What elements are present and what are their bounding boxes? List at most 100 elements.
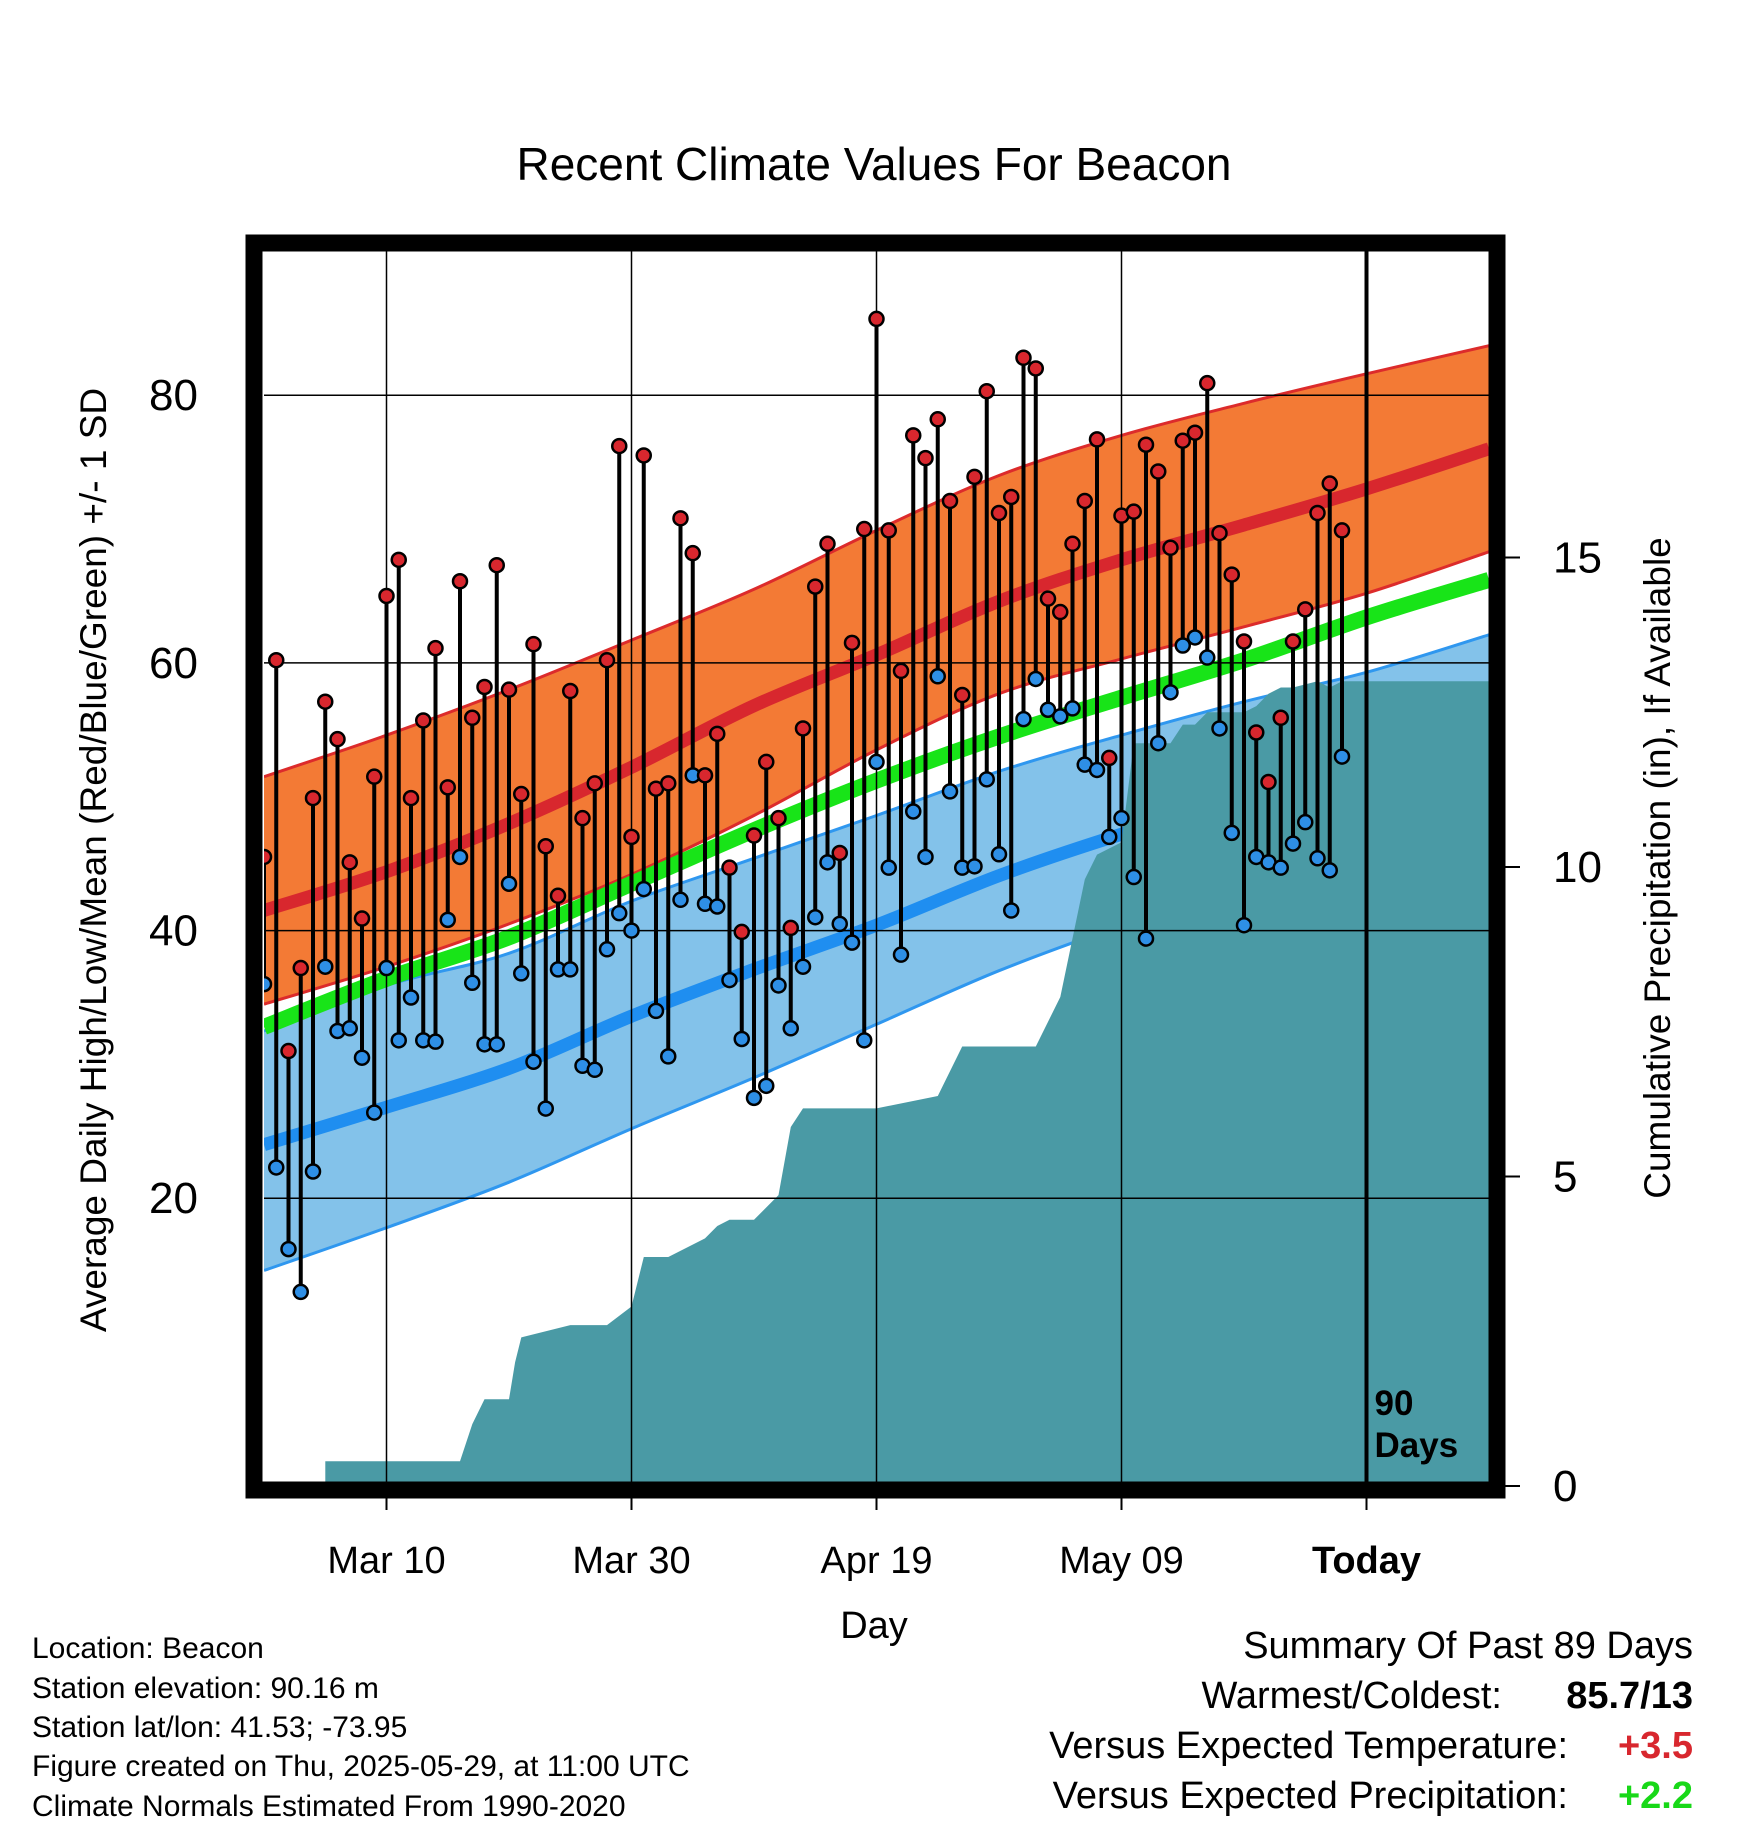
y2-tick-label: 5 [1553,1153,1577,1202]
daily-low-point [782,1020,799,1037]
daily-high-point [1174,432,1191,449]
daily-low-point [868,753,885,771]
daily-high-point [1015,349,1032,366]
warmest-coldest-value: 85.7/13 [1566,1675,1693,1717]
daily-high-point [280,1042,297,1060]
daily-high-point [1162,539,1179,557]
daily-low-point [292,1283,309,1301]
daily-high-point [525,635,542,653]
daily-low-point [1309,850,1326,867]
daily-low-point [353,1049,371,1066]
daily-low-point [402,989,420,1006]
daily-high-point [562,682,579,700]
daily-high-point [586,775,603,792]
daily-high-point [304,789,322,807]
daily-low-point [1272,859,1289,876]
location-text: Location: Beacon [32,1632,264,1665]
daily-low-point [1174,637,1191,654]
daily-high-point [990,504,1008,522]
chart-title: Recent Climate Values For Beacon [516,138,1231,190]
daily-high-point [402,789,420,807]
daily-low-point [366,1104,383,1121]
daily-low-point [1088,761,1106,779]
daily-high-point [415,712,432,729]
daily-low-point [1150,734,1167,752]
daily-high-point [341,854,358,871]
daily-low-point [990,846,1008,863]
daily-high-point [623,828,640,846]
daily-high-point [1027,360,1044,377]
normals-text: Climate Normals Estimated From 1990-2020 [32,1790,626,1823]
daily-low-point [439,911,456,929]
daily-low-point [280,1240,297,1258]
daily-high-point [1003,488,1020,506]
daily-low-point [451,848,469,866]
daily-low-point [892,946,910,963]
daily-high-point [1052,603,1069,621]
daily-high-point [905,427,922,444]
daily-high-point [513,785,530,803]
daily-low-point [264,975,273,993]
precip-anomaly-value: +2.2 [1617,1775,1693,1817]
warmest-coldest-label: Warmest/Coldest: [1201,1675,1502,1717]
daily-high-point [819,535,836,553]
daily-low-point [623,922,640,939]
daily-high-point [1333,522,1351,539]
y-tick-label: 40 [149,907,198,956]
daily-low-point [831,915,848,933]
daily-high-point [1125,503,1142,520]
daily-low-point [304,1163,322,1180]
plot-inner [264,248,1489,1486]
daily-low-point [1333,748,1351,765]
y2-tick-label: 15 [1553,534,1602,583]
daily-low-point [1199,649,1216,666]
daily-low-point [978,771,995,788]
daily-high-point [880,522,897,539]
y-tick-label: 20 [149,1174,198,1223]
daily-high-point [807,578,824,595]
daily-low-point [1039,701,1057,718]
daily-low-point [1101,828,1118,846]
daily-high-point [390,551,407,569]
daily-high-point [966,468,983,486]
daily-low-point [770,977,787,994]
daily-high-point [1064,535,1081,553]
daily-low-point [1027,670,1044,688]
precip-anomaly-label: Versus Expected Precipitation: [1052,1775,1568,1817]
daily-low-point [1052,708,1069,725]
daily-high-point [794,720,812,737]
x-tick-label: May 09 [1059,1540,1184,1582]
daily-high-point [1101,749,1118,767]
today-days-label: Days [1375,1426,1459,1465]
x-tick-label: Mar 30 [572,1540,690,1582]
cumulative-precip-area [264,681,1489,1486]
daily-high-point [427,639,444,657]
daily-high-point [1248,724,1265,741]
daily-high-point [264,848,273,866]
daily-high-point [1272,709,1289,727]
daily-high-point [1297,601,1314,618]
y2-tick-label: 0 [1553,1462,1577,1511]
daily-high-point [1235,633,1253,650]
daily-low-point [1064,700,1081,717]
daily-high-point [1137,436,1155,453]
daily-low-point [525,1053,542,1070]
daily-low-point [794,958,812,975]
daily-low-point [378,959,395,977]
daily-low-point [1125,868,1142,886]
daily-high-point [843,634,861,652]
daily-high-point [292,959,309,977]
daily-high-point [500,681,518,698]
daily-low-point [268,1159,285,1176]
daily-high-point [672,510,689,527]
daily-low-point [941,783,959,800]
daily-low-point [843,934,861,951]
daily-high-point [353,910,371,927]
daily-low-point [390,1032,407,1049]
daily-high-point [892,662,910,680]
daily-low-point [1321,862,1338,879]
daily-high-point [1039,590,1057,607]
daily-high-point [684,544,701,562]
daily-high-point [1309,504,1326,522]
